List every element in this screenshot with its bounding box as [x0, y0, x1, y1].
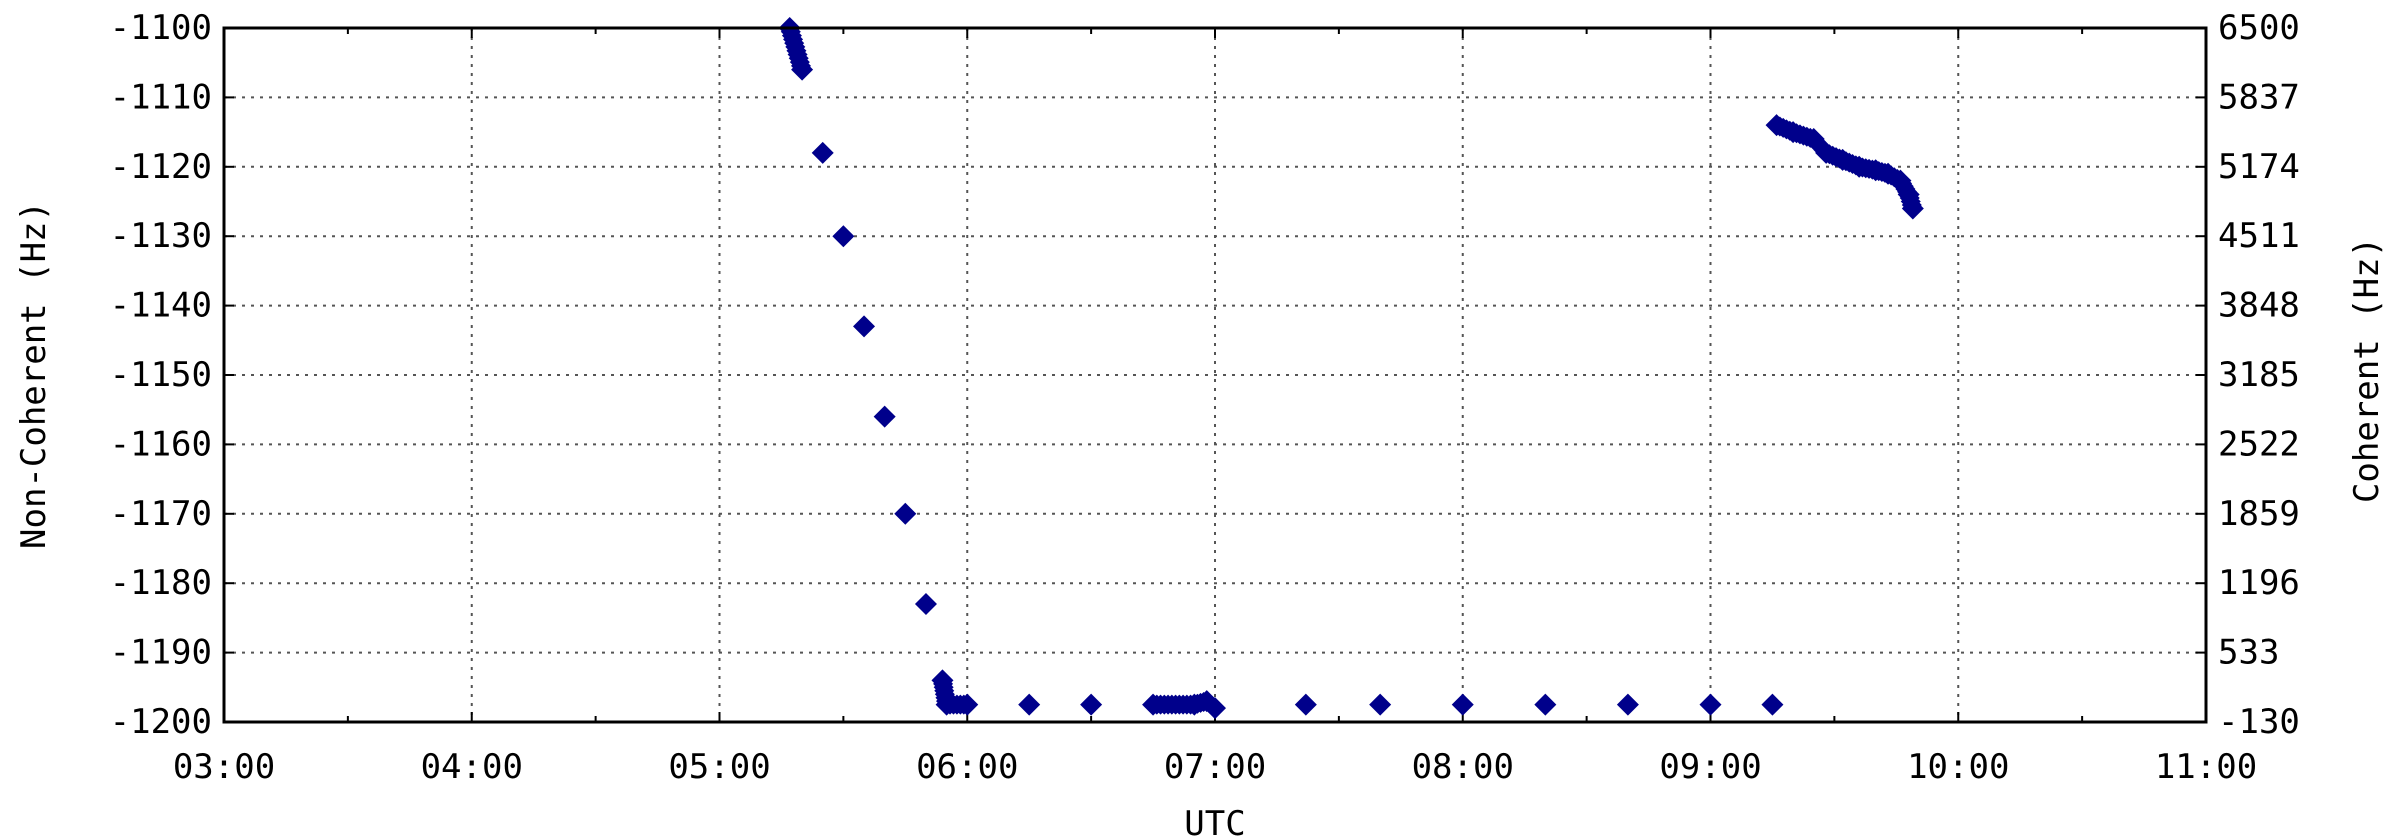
- y2-tick-label: 3848: [2218, 286, 2300, 326]
- x-tick-label: 03:00: [173, 747, 275, 787]
- data-point: [956, 693, 979, 716]
- y-tick-label: -1100: [110, 8, 212, 48]
- data-point: [1761, 693, 1784, 716]
- data-point: [1080, 693, 1103, 716]
- y-tick-label: -1140: [110, 286, 212, 326]
- y-tick-label: -1200: [110, 702, 212, 742]
- right-axis-title: Coherent (Hz): [2347, 237, 2387, 503]
- y2-tick-label: 5837: [2218, 77, 2300, 117]
- x-axis-title: UTC: [1184, 804, 1245, 838]
- data-point: [1451, 693, 1474, 716]
- data-point: [1369, 693, 1392, 716]
- data-point: [1616, 693, 1639, 716]
- y-tick-label: -1130: [110, 216, 212, 256]
- y2-tick-label: 5174: [2218, 147, 2300, 187]
- data-point: [811, 141, 834, 164]
- data-point: [1294, 693, 1317, 716]
- data-point: [791, 58, 814, 81]
- data-point: [1018, 693, 1041, 716]
- y-tick-label: -1110: [110, 77, 212, 117]
- y-tick-label: -1160: [110, 424, 212, 464]
- x-tick-label: 05:00: [668, 747, 770, 787]
- plot-frame: [222, 26, 2208, 724]
- x-tick-label: 10:00: [1907, 747, 2009, 787]
- data-series: [778, 17, 1924, 720]
- left-axis-labels: -1200 -1190 -1180 -1170 -1160 -1150 -1140 -1130…: [110, 8, 212, 742]
- y2-tick-label: 6500: [2218, 8, 2300, 48]
- y2-tick-label: -130: [2218, 702, 2300, 742]
- y-tick-label: -1150: [110, 355, 212, 395]
- data-point: [832, 225, 855, 248]
- y2-tick-label: 1859: [2218, 494, 2300, 534]
- data-point: [914, 593, 937, 616]
- right-axis-labels: -130 533 1196 1859 2522 3185 3848 4511 5174 5837 6…: [2218, 8, 2300, 742]
- x-tick-label: 06:00: [916, 747, 1018, 787]
- data-point: [853, 315, 876, 338]
- y2-tick-label: 4511: [2218, 216, 2300, 256]
- y2-tick-label: 1196: [2218, 563, 2300, 603]
- x-tick-label: 07:00: [1164, 747, 1266, 787]
- y-tick-label: -1170: [110, 494, 212, 534]
- data-point: [894, 502, 917, 525]
- y2-tick-label: 533: [2218, 633, 2279, 673]
- data-point: [1204, 697, 1226, 720]
- y2-tick-label: 3185: [2218, 355, 2300, 395]
- data-point: [1534, 693, 1557, 716]
- data-point: [1901, 197, 1924, 220]
- y-tick-label: -1190: [110, 633, 212, 673]
- x-tick-label: 04:00: [421, 747, 523, 787]
- x-tick-label: 08:00: [1412, 747, 1514, 787]
- y2-tick-label: 2522: [2218, 424, 2300, 464]
- grid: [224, 28, 2206, 722]
- x-tick-label: 09:00: [1659, 747, 1761, 787]
- y-tick-label: -1180: [110, 563, 212, 603]
- y-tick-label: -1120: [110, 147, 212, 187]
- x-axis-labels: 03:00 04:00 05:00 06:00 07:00 08:00 09:00 10:00…: [173, 747, 2257, 787]
- x-tick-label: 11:00: [2155, 747, 2257, 787]
- left-axis-title: Non-Coherent (Hz): [14, 201, 54, 549]
- data-point: [873, 405, 896, 428]
- data-point: [1699, 693, 1722, 716]
